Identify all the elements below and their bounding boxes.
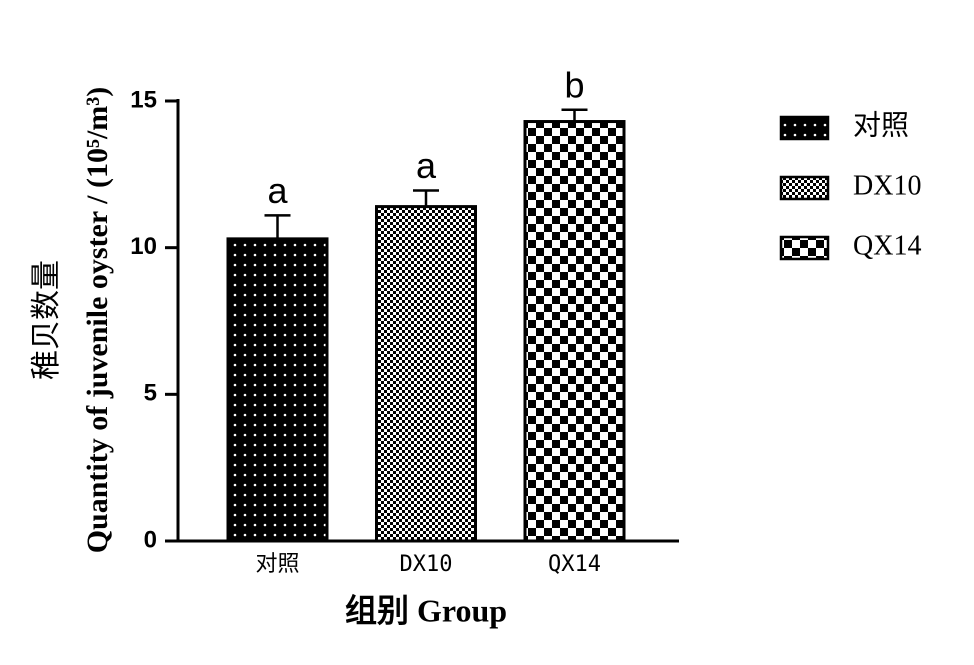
significance-label: a	[416, 145, 437, 186]
bar	[523, 120, 626, 543]
legend-label: QX14	[853, 230, 921, 261]
legend-swatch	[779, 235, 830, 261]
bar	[375, 205, 477, 543]
significance-label: b	[564, 64, 584, 105]
y-tick-label: 5	[144, 380, 157, 407]
legend-swatch	[779, 115, 830, 141]
legend-swatch	[779, 175, 830, 201]
y-tick-label: 10	[130, 233, 157, 260]
x-tick-label: QX14	[548, 552, 601, 577]
legend-label: 对照	[853, 109, 909, 141]
legend-label: DX10	[853, 170, 921, 201]
x-tick-label: 对照	[255, 552, 299, 577]
significance-label: a	[267, 170, 288, 211]
y-tick-label: 15	[130, 86, 157, 113]
y-tick-label: 0	[144, 526, 157, 553]
x-axis-label: 组别 Group	[345, 592, 507, 628]
y-axis-label-cn: 稚贝数量	[29, 260, 64, 380]
bar	[226, 237, 329, 543]
y-axis-label: Quantity of juvenile oyster / (10⁵/m³)	[81, 87, 114, 554]
x-tick-label: DX10	[400, 552, 453, 577]
